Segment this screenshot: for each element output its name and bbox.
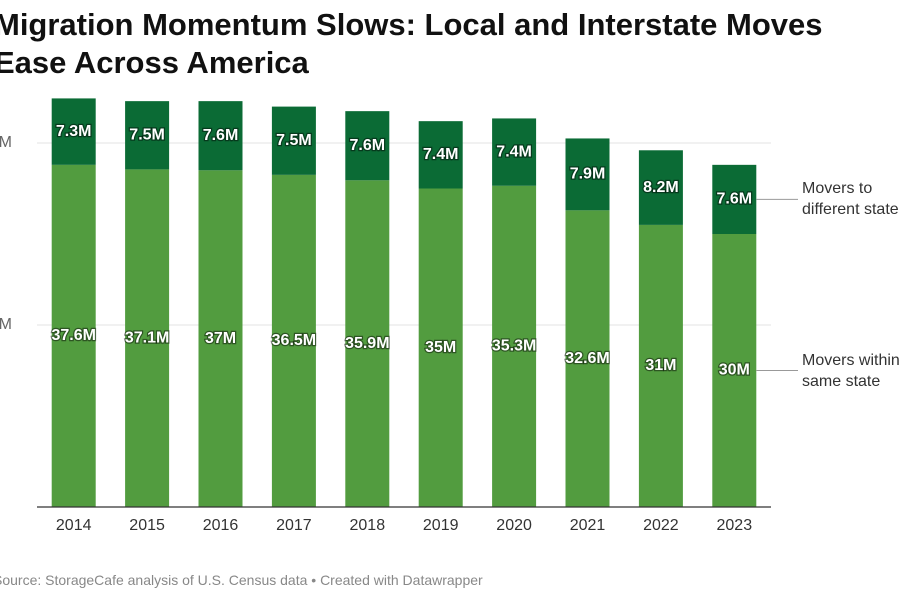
x-tick-label: 2019 — [423, 517, 459, 534]
bar-segment — [418, 121, 463, 189]
data-label: 37M — [205, 330, 236, 347]
bar-segment — [125, 101, 170, 170]
y-tick-label: 20M — [0, 316, 12, 333]
data-label: 32.6M — [565, 350, 609, 367]
x-tick-label: 2016 — [203, 517, 239, 534]
bar-segment — [712, 234, 757, 507]
x-tick-label: 2014 — [56, 517, 92, 534]
legend-label: Movers to different state — [802, 180, 899, 219]
data-label: 7.6M — [203, 127, 239, 144]
bar-segment — [492, 118, 537, 186]
data-label: 35M — [425, 339, 456, 356]
data-label: 37.1M — [125, 329, 169, 346]
data-label: 35.9M — [345, 335, 389, 352]
bar-segment — [492, 185, 537, 507]
bar-segment — [638, 224, 683, 507]
data-label: 37.6M — [51, 327, 95, 344]
x-tick-label: 2022 — [643, 517, 679, 534]
bar-segment — [418, 188, 463, 507]
bar-segment — [198, 170, 243, 508]
data-label: 7.5M — [276, 132, 312, 149]
data-label: 7.9M — [570, 166, 606, 183]
data-label: 7.4M — [496, 143, 532, 160]
data-label: 35.3M — [492, 338, 536, 355]
bar-segment — [345, 111, 390, 181]
bar-segment — [51, 98, 96, 165]
x-tick-label: 2017 — [276, 517, 312, 534]
y-tick-label: 40M — [0, 134, 12, 151]
bar-segment — [638, 150, 683, 225]
x-tick-label: 2020 — [496, 517, 532, 534]
source-note: Source: StorageCafe analysis of U.S. Cen… — [0, 572, 483, 588]
data-label: 7.6M — [717, 191, 753, 208]
bar-segment — [712, 164, 757, 234]
chart-title: Migration Momentum Slows: Local and Inte… — [0, 7, 823, 80]
bar-segment — [345, 180, 390, 507]
x-tick-label: 2018 — [350, 517, 386, 534]
data-label: 36.5M — [272, 332, 316, 349]
bar-segment — [565, 210, 610, 507]
data-label: 7.4M — [423, 146, 459, 163]
data-label: 31M — [645, 357, 676, 374]
bar-segment — [271, 106, 316, 175]
data-label: 7.5M — [129, 126, 165, 143]
bar-segment — [271, 174, 316, 507]
data-label: 7.3M — [56, 123, 92, 140]
legend-label: Movers within same state — [802, 351, 900, 390]
bar-segment — [51, 164, 96, 507]
x-tick-label: 2015 — [129, 517, 165, 534]
bar-segment — [125, 169, 170, 507]
data-label: 30M — [719, 362, 750, 379]
data-label: 7.6M — [350, 137, 386, 154]
x-tick-label: 2021 — [570, 517, 606, 534]
x-tick-label: 2023 — [717, 517, 753, 534]
bar-segment — [565, 138, 610, 211]
bar-segment — [198, 101, 243, 171]
data-label: 8.2M — [643, 179, 679, 196]
